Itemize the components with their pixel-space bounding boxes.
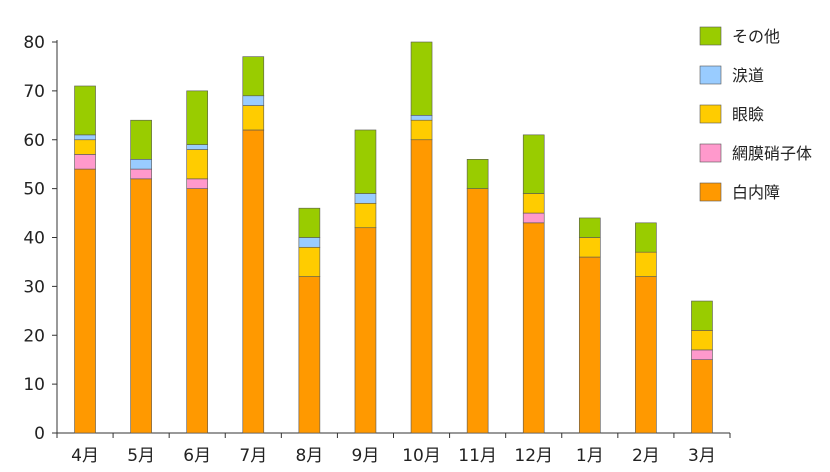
y-tick-label: 50	[23, 180, 45, 200]
bars	[74, 41, 713, 434]
bar-segment	[578, 237, 601, 258]
x-tick-label: 8月	[295, 446, 323, 466]
bar-segment	[130, 168, 152, 180]
bar-segment	[522, 193, 545, 214]
legend-swatch	[699, 143, 722, 163]
legend-label: 眼瞼	[732, 105, 764, 124]
bar-segment	[691, 349, 713, 360]
bar-segment	[298, 237, 321, 248]
bar-segment	[298, 207, 321, 238]
y-tick-label: 10	[23, 375, 45, 395]
y-tick-label: 80	[23, 33, 45, 53]
bar-segment	[354, 227, 377, 434]
bar-segment	[522, 134, 545, 194]
bar-segment	[186, 90, 209, 145]
x-tick-label: 2月	[632, 446, 660, 466]
x-tick-label: 12月	[514, 446, 553, 466]
legend-label: 網膜硝子体	[732, 144, 812, 163]
y-tick-label: 0	[34, 424, 45, 444]
bar-segment	[130, 119, 152, 160]
bar-segment	[635, 251, 657, 277]
bar-segment	[242, 129, 265, 434]
bar-segment	[691, 359, 713, 434]
bar-segment	[410, 119, 433, 141]
bar-segment	[186, 149, 209, 180]
bar-segment	[354, 202, 377, 229]
bar-segment	[691, 330, 713, 351]
bar-segment	[242, 95, 265, 106]
y-tick-label: 70	[23, 82, 45, 102]
legend-swatch	[699, 65, 722, 85]
bar-segment	[635, 222, 657, 253]
bar-segment	[466, 188, 489, 434]
bar-segment	[410, 115, 433, 121]
bar-segment	[691, 300, 713, 331]
bar-segment	[186, 144, 209, 150]
bar-segment	[410, 139, 433, 434]
legend-swatch	[699, 104, 722, 124]
y-axis: 0 10 20 30 40 50 60 70 80	[23, 33, 58, 444]
bar-segment	[298, 276, 321, 434]
x-axis: 4月 5月 6月 7月 8月 9月 10月 11月 12月 1月 2月 3月	[56, 432, 731, 466]
bar-segment	[130, 178, 152, 434]
bar-segment	[74, 168, 96, 434]
x-tick-label: 11月	[458, 446, 497, 466]
x-tick-label: 9月	[352, 446, 380, 466]
y-tick-label: 40	[23, 229, 45, 249]
bar-segment	[242, 105, 265, 131]
y-tick-label: 20	[23, 326, 45, 346]
x-tick-label: 1月	[576, 446, 604, 466]
bar-segment	[74, 134, 96, 141]
bar-segment	[74, 85, 96, 136]
bar-segment	[298, 246, 321, 277]
x-tick-label: 3月	[688, 446, 716, 466]
legend-label: 涙道	[732, 66, 764, 85]
bar-segment	[578, 256, 601, 434]
legend-label: その他	[732, 27, 780, 46]
bar-segment	[186, 188, 209, 434]
bar-segment	[354, 193, 377, 204]
legend-swatch	[699, 182, 722, 202]
bar-segment	[635, 276, 657, 434]
x-tick-label: 5月	[127, 446, 155, 466]
bar-segment	[522, 222, 545, 434]
y-tick-label: 60	[23, 131, 45, 151]
bar-segment	[130, 159, 152, 170]
bar-segment	[242, 56, 265, 97]
bar-segment	[466, 159, 489, 189]
x-tick-label: 4月	[71, 446, 99, 466]
bar-segment	[410, 41, 433, 116]
x-tick-label: 6月	[183, 446, 211, 466]
x-tick-label: 10月	[402, 446, 441, 466]
x-tick-label: 7月	[239, 446, 267, 466]
y-tick-label: 30	[23, 277, 45, 297]
bar-segment	[578, 217, 601, 238]
legend-swatch	[699, 26, 722, 46]
legend-label: 白内障	[732, 183, 780, 202]
bar-segment	[74, 154, 96, 170]
bar-segment	[74, 139, 96, 155]
bar-segment	[522, 212, 545, 224]
bar-segment	[186, 178, 209, 189]
bar-segment	[354, 129, 377, 194]
